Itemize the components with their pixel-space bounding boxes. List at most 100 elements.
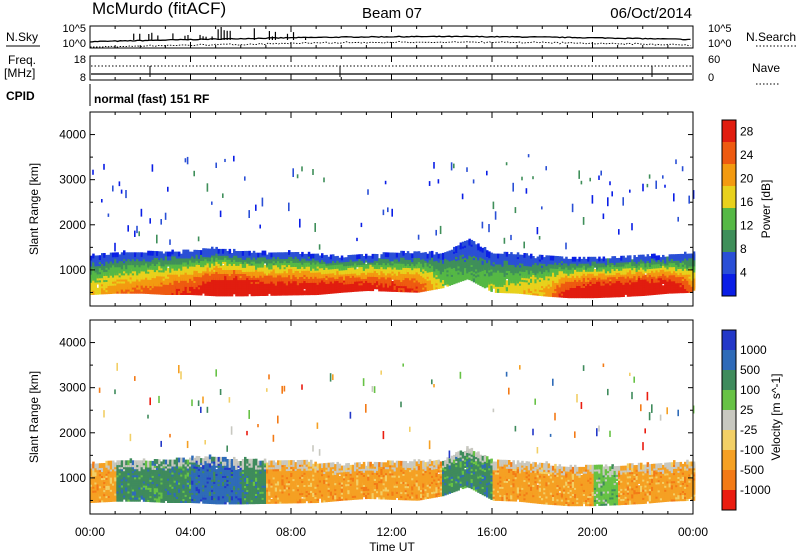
heatmap-cell xyxy=(600,170,602,176)
heatmap-cell xyxy=(547,279,551,285)
heatmap-cell xyxy=(204,272,207,278)
heatmap-cell xyxy=(310,253,313,259)
heatmap-cell xyxy=(560,256,564,262)
heatmap-cell xyxy=(552,255,555,261)
heatmap-cell xyxy=(468,271,471,276)
heatmap-cell xyxy=(288,202,290,212)
nave-label: Nave xyxy=(752,61,780,75)
heatmap-cell xyxy=(120,288,124,294)
heatmap-cell xyxy=(103,259,106,264)
heatmap-cell xyxy=(233,269,236,274)
heatmap-cell xyxy=(475,264,478,270)
heatmap-cell xyxy=(125,278,128,284)
heatmap-cell xyxy=(202,270,205,276)
heatmap-cell xyxy=(642,183,644,192)
heatmap-cell xyxy=(409,287,412,293)
heatmap-cell xyxy=(664,184,666,188)
heatmap-cell xyxy=(340,255,344,261)
heatmap-cell xyxy=(226,259,229,264)
heatmap-cell xyxy=(323,177,325,183)
heatmap-cell xyxy=(277,252,280,258)
heatmap-cell xyxy=(675,276,678,282)
heatmap-cell xyxy=(367,267,370,273)
heatmap-cell xyxy=(554,264,557,269)
heatmap-cell xyxy=(655,269,658,275)
heatmap-cell xyxy=(299,218,301,228)
heatmap-cell xyxy=(160,251,163,257)
heatmap-cell xyxy=(134,230,136,237)
heatmap-cell xyxy=(508,254,511,259)
heatmap-cell xyxy=(175,290,179,295)
heatmap-cell xyxy=(241,251,245,256)
heatmap-cell xyxy=(103,253,106,258)
heatmap-cell xyxy=(184,158,187,163)
heatmap-cell xyxy=(382,252,386,257)
heatmap-cell xyxy=(239,251,243,256)
heatmap-cell xyxy=(637,254,641,260)
heatmap-cell xyxy=(688,195,690,204)
heatmap-cell xyxy=(488,259,491,265)
heatmap-cell xyxy=(488,224,490,233)
freq-tick-bottom: 8 xyxy=(80,72,86,84)
heatmap-cell xyxy=(248,250,251,256)
nave-tick-bottom: 0 xyxy=(708,72,714,84)
heatmap-cell xyxy=(167,290,170,295)
heatmap-cell xyxy=(169,239,171,245)
heatmap-cell xyxy=(142,280,146,286)
heatmap-cell xyxy=(164,284,168,289)
heatmap-cell xyxy=(140,208,143,217)
heatmap-cell xyxy=(428,181,431,186)
heatmap-cell xyxy=(125,252,128,258)
heatmap-cell xyxy=(591,195,594,204)
heatmap-cell xyxy=(184,261,188,267)
heatmap-cell xyxy=(136,252,139,258)
heatmap-cell xyxy=(411,277,414,283)
heatmap-cell xyxy=(356,254,359,260)
heatmap-cell xyxy=(96,255,100,261)
heatmap-cell xyxy=(629,255,632,261)
heatmap-cell xyxy=(98,255,102,260)
heatmap-cell xyxy=(378,270,381,276)
heatmap-cell xyxy=(103,271,106,276)
heatmap-cell xyxy=(109,270,113,276)
heatmap-cell xyxy=(596,291,599,296)
heatmap-cell xyxy=(651,284,654,290)
heatmap-cell xyxy=(417,234,420,240)
heatmap-cell xyxy=(325,279,328,284)
heatmap-cell xyxy=(521,254,524,260)
heatmap-cell xyxy=(197,236,200,242)
heatmap-cell xyxy=(670,258,674,264)
heatmap-cell xyxy=(145,252,148,258)
heatmap-cell xyxy=(211,246,214,252)
heatmap-cell xyxy=(283,252,287,257)
heatmap-cell xyxy=(349,254,353,260)
heatmap-cell xyxy=(679,262,683,267)
heatmap-cell xyxy=(644,256,647,262)
heatmap-cell xyxy=(263,264,267,270)
heatmap-cell xyxy=(173,251,177,257)
heatmap-cell xyxy=(598,256,601,262)
heatmap-cell xyxy=(655,255,658,261)
heatmap-cell xyxy=(552,272,555,277)
nsky-spikes xyxy=(133,27,307,40)
heatmap-cell xyxy=(554,270,557,275)
heatmap-cell xyxy=(197,250,201,255)
heatmap-cell xyxy=(611,191,613,197)
heatmap-cell xyxy=(371,253,375,259)
heatmap-cell xyxy=(591,256,595,262)
heatmap-cell xyxy=(338,257,342,263)
heatmap-cell xyxy=(112,252,115,258)
heatmap-cell xyxy=(204,264,207,270)
heatmap-cell xyxy=(224,158,226,163)
heatmap-cell xyxy=(235,291,238,297)
heatmap-cell xyxy=(532,176,534,180)
heatmap-cell xyxy=(266,289,269,294)
heatmap-cell xyxy=(239,283,243,289)
heatmap-cell xyxy=(118,254,122,260)
heatmap-cell xyxy=(395,252,399,258)
heatmap-cell xyxy=(257,262,260,268)
heatmap-cell xyxy=(138,252,141,258)
heatmap-cell xyxy=(653,278,656,283)
heatmap-cell xyxy=(664,256,667,262)
heatmap-cell xyxy=(433,266,436,272)
